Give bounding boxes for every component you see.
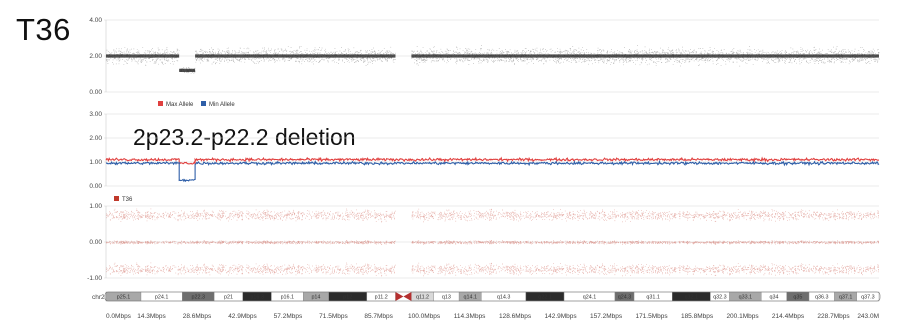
chromosome-label: chr2 <box>92 294 105 301</box>
x-tick-label: 85.7Mbps <box>364 313 393 320</box>
centromere-q <box>403 292 412 301</box>
x-tick-label: 114.3Mbps <box>454 313 486 320</box>
band-label: p16.1 <box>281 295 295 301</box>
legends: Max Allele Min Allele T36 <box>114 101 235 203</box>
t36-points <box>106 208 879 277</box>
y-tick-label: 4.00 <box>89 17 102 24</box>
y-tick-label: 0.00 <box>89 239 102 246</box>
legend-label-min-allele: Min Allele <box>209 102 235 108</box>
band-label: p11.2 <box>375 295 388 301</box>
y-tick-label: 0.00 <box>89 89 102 96</box>
deletion-annotation: 2p23.2-p22.2 deletion <box>133 124 356 150</box>
t36-point-band <box>106 262 879 277</box>
band-label: q34 <box>770 295 779 301</box>
band-label: q31.1 <box>646 295 660 301</box>
x-tick-label: 42.9Mbps <box>228 313 257 320</box>
legend-swatch-min-allele <box>201 101 206 106</box>
y-tick-label: -1.00 <box>87 275 102 282</box>
y-tick-label: 3.00 <box>89 111 102 118</box>
band-label: q33.1 <box>739 295 753 301</box>
x-tick-label: 228.7Mbps <box>817 313 850 320</box>
band-label: p12 <box>343 295 352 301</box>
y-tick-labels: 4.00 2.00 0.00 3.00 2.00 1.00 0.00 1.00 0.00 -1.0… <box>87 17 102 282</box>
band-label: p14 <box>311 295 320 301</box>
band-label: q24.1 <box>583 295 597 301</box>
band-label: q32.3 <box>713 295 727 301</box>
ideogram-outline <box>104 291 881 302</box>
x-tick-label: 214.4Mbps <box>772 313 805 320</box>
y-tick-label: 1.00 <box>89 159 102 166</box>
band-label: q11.2 <box>416 295 429 301</box>
y-tick-label: 0.00 <box>89 183 102 190</box>
band-label: q37.1 <box>839 295 853 301</box>
band-label: q36.3 <box>815 295 829 301</box>
band-label: p16.3 <box>250 295 264 301</box>
grid-layer <box>104 19 879 279</box>
y-tick-label: 2.00 <box>89 135 102 142</box>
band-label: p21 <box>224 295 233 301</box>
sample-title: T36 <box>16 12 71 47</box>
allele-line-min-allele <box>105 159 880 183</box>
x-axis-ticks: 0.0Mbps 14.3Mbps 28.6Mbps 42.9Mbps 57.2Mbps 7… <box>106 313 879 320</box>
t36-point-band <box>106 208 879 223</box>
allele-lines <box>105 156 880 183</box>
x-tick-label: 200.1Mbps <box>726 313 759 320</box>
x-tick-label: 243.0M <box>857 313 879 320</box>
t36-point-band <box>106 240 879 245</box>
band-label: q24.3 <box>618 295 632 301</box>
x-tick-label: 57.2Mbps <box>274 313 303 320</box>
band-label: p22.3 <box>192 295 206 301</box>
x-tick-label: 185.8Mbps <box>681 313 714 320</box>
x-tick-label: 171.5Mbps <box>635 313 668 320</box>
x-tick-label: 0.0Mbps <box>106 313 132 320</box>
log-ratio-points <box>106 45 880 74</box>
x-tick-label: 142.9Mbps <box>544 313 577 320</box>
band-label: q14.1 <box>463 295 477 301</box>
y-tick-label: 1.00 <box>89 203 102 210</box>
band-label: q37.3 <box>861 295 875 301</box>
allele-line-max-allele <box>105 156 880 165</box>
lrr-point-cloud <box>106 46 180 66</box>
band-label: q35 <box>793 295 802 301</box>
band-label: p25.1 <box>117 295 131 301</box>
y-tick-label: 2.00 <box>89 53 102 60</box>
band-label: p24.1 <box>155 295 169 301</box>
x-tick-label: 28.6Mbps <box>183 313 212 320</box>
chromosome-ideogram: chr2 p25.1 p24.1 p22.3 p21 p16.3 p16.1 p14 p12 p1… <box>92 291 881 302</box>
legend-label-t36: T36 <box>122 197 133 203</box>
x-tick-label: 128.6Mbps <box>499 313 532 320</box>
x-tick-label: 100.0Mbps <box>408 313 441 320</box>
legend-swatch-t36 <box>114 196 119 201</box>
legend-swatch-max-allele <box>158 101 163 106</box>
legend-label-max-allele: Max Allele <box>166 102 194 108</box>
centromere-p <box>395 292 404 301</box>
x-tick-label: 14.3Mbps <box>137 313 166 320</box>
band-label: q14.3 <box>497 295 511 301</box>
x-tick-label: 157.2Mbps <box>590 313 623 320</box>
band-label: q32.1 <box>685 295 699 301</box>
band-label: q22.1 <box>538 295 552 301</box>
band-label: q13 <box>442 295 451 301</box>
x-tick-label: 71.5Mbps <box>319 313 348 320</box>
